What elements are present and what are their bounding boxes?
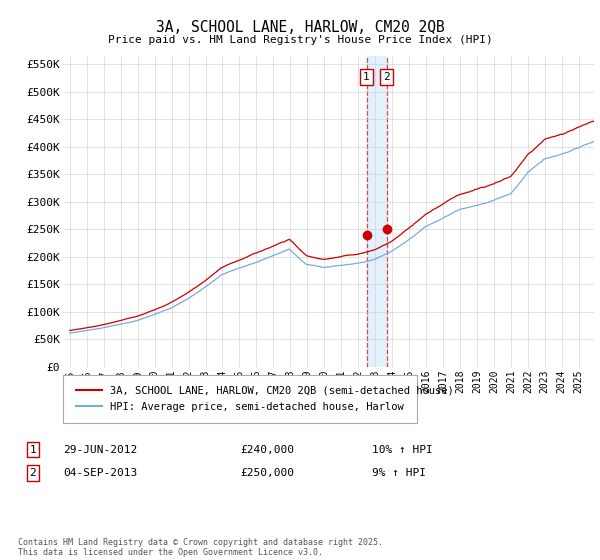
Text: 04-SEP-2013: 04-SEP-2013	[63, 468, 137, 478]
Bar	[367, 56, 386, 367]
Text: Contains HM Land Registry data © Crown copyright and database right 2025.
This d: Contains HM Land Registry data © Crown c…	[18, 538, 383, 557]
Text: Price paid vs. HM Land Registry's House Price Index (HPI): Price paid vs. HM Land Registry's House …	[107, 35, 493, 45]
Text: 2: 2	[383, 72, 390, 82]
Text: 1: 1	[29, 445, 37, 455]
Text: 3A, SCHOOL LANE, HARLOW, CM20 2QB: 3A, SCHOOL LANE, HARLOW, CM20 2QB	[155, 20, 445, 35]
Text: 10% ↑ HPI: 10% ↑ HPI	[372, 445, 433, 455]
Legend: 3A, SCHOOL LANE, HARLOW, CM20 2QB (semi-detached house), HPI: Average price, sem: 3A, SCHOOL LANE, HARLOW, CM20 2QB (semi-…	[72, 382, 458, 416]
Text: 1: 1	[363, 72, 370, 82]
Text: 29-JUN-2012: 29-JUN-2012	[63, 445, 137, 455]
Text: 9% ↑ HPI: 9% ↑ HPI	[372, 468, 426, 478]
Text: £250,000: £250,000	[240, 468, 294, 478]
Text: £240,000: £240,000	[240, 445, 294, 455]
Text: 2: 2	[29, 468, 37, 478]
